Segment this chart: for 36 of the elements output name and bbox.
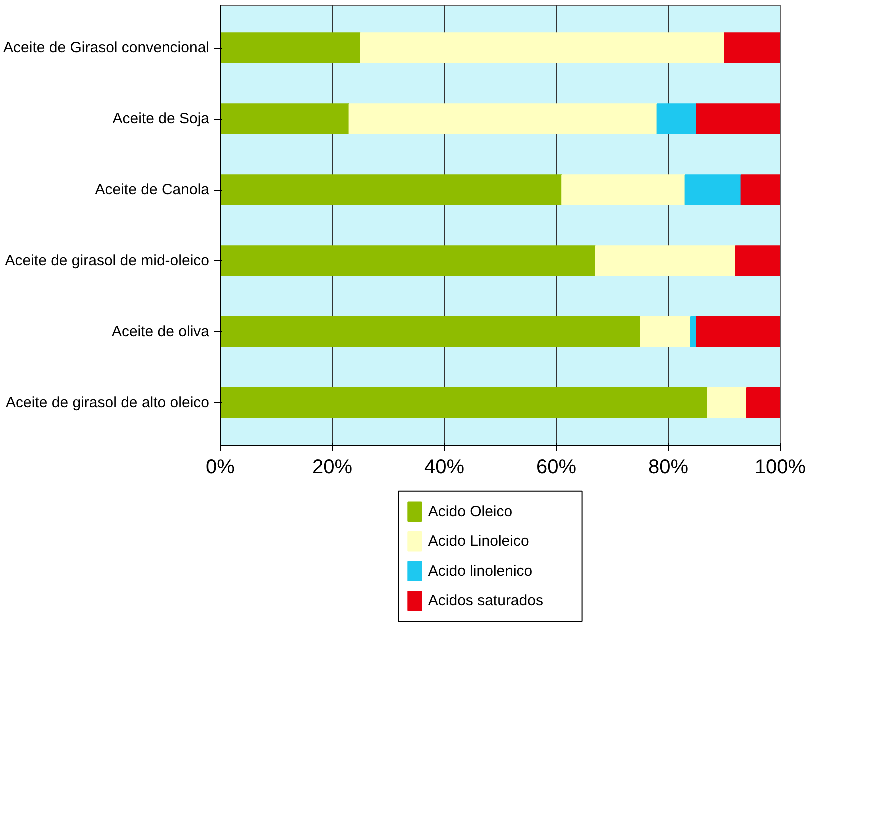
bar bbox=[707, 388, 748, 418]
bar bbox=[696, 316, 780, 348]
bar bbox=[220, 104, 350, 134]
y-tick-label: Aceite de Soja bbox=[112, 110, 210, 128]
bar bbox=[740, 174, 780, 206]
legend-label: Acido Oleico bbox=[428, 503, 513, 520]
legend-label: Acidos saturados bbox=[428, 592, 544, 610]
bar bbox=[220, 388, 708, 418]
bar bbox=[220, 32, 361, 64]
bar bbox=[220, 316, 641, 348]
bar bbox=[360, 32, 725, 64]
x-tick-label: 0% bbox=[206, 456, 236, 478]
x-tick-label: 20% bbox=[312, 456, 353, 478]
bar bbox=[562, 174, 686, 206]
bar bbox=[724, 32, 780, 64]
bar bbox=[220, 246, 596, 276]
legend-label: Acido Linoleico bbox=[428, 533, 530, 550]
x-tick-label: 100% bbox=[754, 456, 806, 478]
bar bbox=[595, 246, 736, 276]
y-tick-label: Aceite de Girasol convencional bbox=[4, 40, 210, 57]
bar bbox=[348, 104, 658, 134]
x-tick-label: 80% bbox=[648, 456, 689, 478]
y-tick-label: Aceite de Canola bbox=[95, 182, 210, 199]
bar bbox=[640, 316, 692, 348]
y-tick-label: Aceite de girasol de mid-oleico bbox=[5, 252, 210, 270]
x-tick-label: 40% bbox=[424, 456, 465, 478]
y-tick-label: Aceite de oliva bbox=[112, 323, 210, 340]
y-tick-label: Aceite de girasol de alto oleico bbox=[6, 394, 210, 412]
bar bbox=[656, 104, 697, 134]
legend-label: Acido linolenico bbox=[428, 562, 533, 580]
x-tick-label: 60% bbox=[536, 456, 577, 478]
bar bbox=[735, 246, 780, 276]
bar bbox=[220, 174, 563, 206]
bar bbox=[746, 388, 780, 418]
bar bbox=[696, 104, 780, 134]
bar bbox=[684, 174, 742, 206]
